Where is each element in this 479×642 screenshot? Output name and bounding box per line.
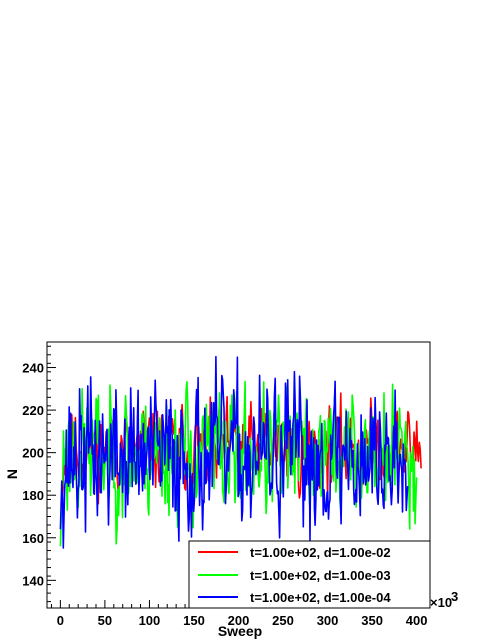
legend: t=1.00e+02, d=1.00e-02 t=1.00e+02, d=1.0… [188, 540, 431, 609]
x-tick-label: 250 [272, 613, 294, 628]
series-line-2 [59, 355, 409, 549]
legend-label-d1e-04: t=1.00e+02, d=1.00e-04 [250, 590, 391, 605]
y-tick-label: 160 [22, 531, 44, 546]
y-tick-label: 200 [22, 446, 44, 461]
x-tick-label: 350 [361, 613, 383, 628]
y-tick-label: 140 [22, 573, 44, 588]
y-tick-label: 220 [22, 403, 44, 418]
legend-label-d1e-02: t=1.00e+02, d=1.00e-02 [250, 545, 391, 560]
x-tick-label: 50 [98, 613, 112, 628]
y-tick-label: 240 [22, 361, 44, 376]
x-tick-label: 400 [406, 613, 428, 628]
series-layer [59, 355, 422, 549]
x-multiplier-label: ×10 [430, 595, 452, 610]
ticks-layer: 0 50 100 150 200 250 300 350 400 140 160 180 200 220 2… [22, 345, 428, 628]
x-tick-label: 200 [228, 613, 250, 628]
x-multiplier-exponent: 3 [451, 589, 458, 604]
y-axis-title: N [4, 469, 20, 479]
x-tick-label: 150 [183, 613, 205, 628]
x-tick-label: 100 [139, 613, 161, 628]
y-tick-label: 180 [22, 488, 44, 503]
x-axis-title: Sweep [218, 623, 262, 639]
x-tick-label: 0 [57, 613, 64, 628]
legend-label-d1e-03: t=1.00e+02, d=1.00e-03 [250, 568, 391, 583]
x-tick-label: 300 [317, 613, 339, 628]
